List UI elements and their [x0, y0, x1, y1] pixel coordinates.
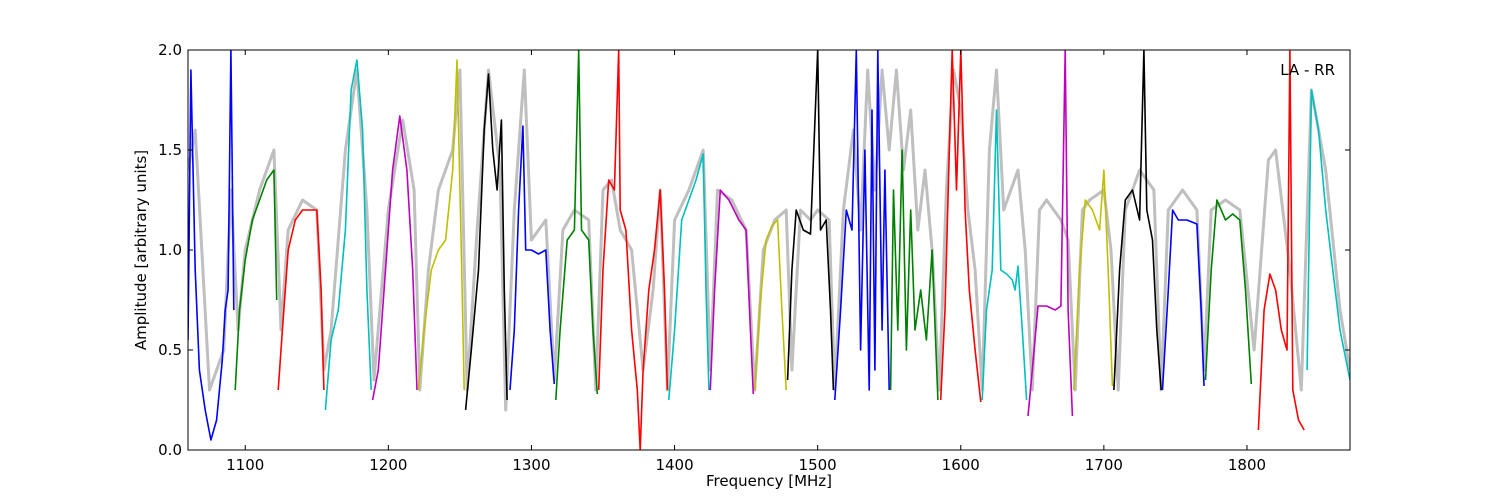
y-axis-label: Amplitude [arbitrary units] — [132, 150, 150, 350]
x-tick-label: 1400 — [655, 456, 693, 474]
series-line-24 — [1257, 50, 1305, 431]
series-line-10 — [597, 50, 669, 450]
x-axis-label: Frequency [MHz] — [706, 472, 832, 490]
series-line-3 — [277, 209, 325, 391]
series-line-5 — [371, 115, 418, 401]
series-line-15 — [834, 50, 890, 401]
plot-area — [188, 50, 1350, 450]
series-line-8 — [509, 125, 556, 391]
series-line-19 — [1027, 50, 1074, 417]
series-line-1 — [188, 50, 235, 441]
y-tick-label: 0.5 — [158, 341, 182, 359]
legend-annotation: LA - RR — [1280, 61, 1335, 79]
x-tick-label: 1600 — [942, 456, 980, 474]
series-line-13 — [753, 219, 787, 391]
x-tick-label: 1500 — [799, 456, 837, 474]
tick-layer: 1100 1200 1300 1400 1500 1600 1700 1800 0.0 0.5 1.… — [158, 41, 1350, 474]
series-line-18 — [981, 109, 1028, 401]
series-line-9 — [555, 50, 599, 401]
series-line-6 — [417, 59, 465, 391]
background-envelope-line — [188, 68, 1350, 412]
x-tick-label: 1100 — [226, 456, 264, 474]
series-line-4 — [324, 59, 372, 411]
x-tick-label: 1300 — [512, 456, 550, 474]
series-line-21 — [1113, 50, 1162, 391]
x-tick-label: 1200 — [369, 456, 407, 474]
series-line-7 — [464, 73, 508, 411]
y-tick-label: 1.0 — [158, 241, 182, 259]
series-line-2 — [234, 169, 278, 391]
series-line-12 — [709, 189, 755, 395]
series-line-11 — [668, 153, 710, 401]
series-line-22 — [1161, 209, 1205, 391]
y-tick-label: 1.5 — [158, 141, 182, 159]
series-line-20 — [1073, 169, 1114, 391]
series-line-14 — [786, 50, 835, 391]
series-line-17 — [939, 50, 982, 403]
series-line-25 — [1306, 89, 1350, 381]
y-tick-label: 0.0 — [158, 441, 182, 459]
series-layer — [188, 50, 1350, 450]
x-tick-label: 1800 — [1228, 456, 1266, 474]
series-line-16 — [889, 149, 939, 401]
x-tick-label: 1700 — [1085, 456, 1123, 474]
y-tick-label: 2.0 — [158, 41, 182, 59]
series-line-23 — [1204, 199, 1253, 385]
